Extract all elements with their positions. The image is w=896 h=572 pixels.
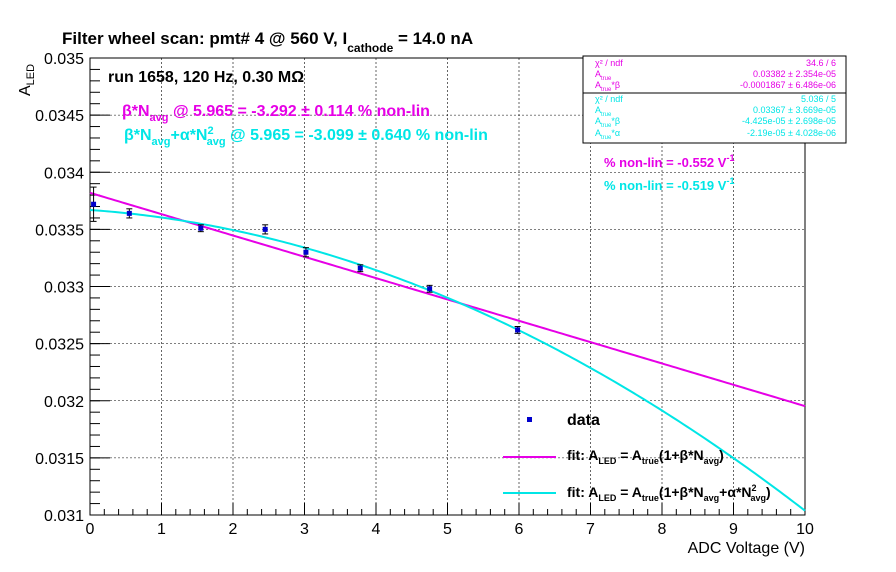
data-point xyxy=(302,247,309,258)
x-tick-label: 10 xyxy=(796,521,814,538)
stat2-label-atrue: Atrue xyxy=(595,105,612,118)
legend-data-label: data xyxy=(567,412,600,429)
x-tick-label: 4 xyxy=(372,521,381,538)
y-axis-label: ALED xyxy=(17,64,37,96)
y-tick-label: 0.031 xyxy=(44,508,84,525)
y-tick-label: 0.032 xyxy=(44,394,84,411)
data-point xyxy=(126,208,133,219)
data-marker xyxy=(198,225,204,231)
data-point xyxy=(197,224,204,233)
data-marker xyxy=(126,210,132,216)
y-tick-label: 0.035 xyxy=(44,51,84,68)
x-tick-label: 8 xyxy=(658,521,667,538)
x-tick-label: 5 xyxy=(443,521,452,538)
data-marker xyxy=(427,286,433,292)
y-tick-label: 0.033 xyxy=(44,280,84,297)
y-tick-label: 0.0325 xyxy=(35,337,84,354)
stat2-label-chi2: χ² / ndf xyxy=(595,94,623,104)
data-point xyxy=(357,264,364,273)
data-marker xyxy=(515,327,521,333)
stat2-value-alpha: -2.19e-05 ± 4.028e-06 xyxy=(747,128,836,138)
y-tick-label: 0.0345 xyxy=(35,108,84,125)
x-axis-label: ADC Voltage (V) xyxy=(688,540,805,557)
y-tick-label: 0.0335 xyxy=(35,222,84,239)
legend-data-marker xyxy=(527,417,532,422)
y-tick-labels: 0.031 0.0315 0.032 0.0325 0.033 0.0335 0.034 0.… xyxy=(35,51,84,525)
nonlin-linear-annotation: % non-lin = -0.552 V-1 xyxy=(604,153,734,170)
stat2-value-atrue: 0.03367 ± 3.669e-05 xyxy=(753,105,836,115)
data-point xyxy=(514,325,521,334)
stat1-value-atrue: 0.03382 ± 2.354e-05 xyxy=(753,69,836,79)
stat1-label-chi2: χ² / ndf xyxy=(595,58,623,68)
x-tick-label: 7 xyxy=(586,521,595,538)
x-tick-label: 0 xyxy=(86,521,95,538)
beta-nonlin-annotation: β*Navg @ 5.965 = -3.292 ± 0.114 % non-li… xyxy=(122,103,430,124)
run-label: run 1658, 120 Hz, 0.30 MΩ xyxy=(108,69,304,86)
data-point xyxy=(90,186,97,222)
legend: data fit: ALED = Atrue(1+β*Navg) fit: AL… xyxy=(503,412,771,503)
fit-linear-line xyxy=(89,191,806,408)
x-tick-label: 6 xyxy=(515,521,524,538)
stat1-value-chi2: 34.6 / 6 xyxy=(806,58,836,68)
x-tick-label: 9 xyxy=(729,521,738,538)
x-tick-label: 3 xyxy=(300,521,309,538)
data-marker xyxy=(357,265,363,271)
stat2-value-beta: -4.425e-05 ± 2.698e-05 xyxy=(742,116,836,126)
legend-fit-quadratic-label: fit: ALED = Atrue(1+β*Navg+α*N2 avg) xyxy=(567,483,771,503)
x-tick-label: 2 xyxy=(229,521,238,538)
y-tick-label: 0.034 xyxy=(44,165,84,182)
nonlin-quadratic-annotation: % non-lin = -0.519 V-1 xyxy=(604,176,734,193)
chart-title: Filter wheel scan: pmt# 4 @ 560 V, Icath… xyxy=(62,29,473,55)
stat2-value-chi2: 5.036 / 5 xyxy=(801,94,836,104)
fit-stats-box-linear: χ² / ndf 34.6 / 6 Atrue 0.03382 ± 2.354e… xyxy=(582,55,847,94)
data-point xyxy=(426,284,433,293)
stat1-value-beta: -0.0001867 ± 6.486e-06 xyxy=(740,80,836,90)
stat2-label-beta: Atrue*β xyxy=(595,116,620,129)
alpha-nonlin-annotation: β*Navg+α*N2 avg @ 5.965 = -3.099 ± 0.640 … xyxy=(124,125,488,148)
data-marker xyxy=(303,249,309,255)
data-points xyxy=(90,186,521,334)
stat1-label-atrue: Atrue xyxy=(595,69,612,82)
x-tick-label: 1 xyxy=(157,521,166,538)
y-tick-label: 0.0315 xyxy=(35,451,84,468)
data-point xyxy=(262,224,269,235)
grid-lines xyxy=(90,58,805,515)
stat2-label-alpha: Atrue*α xyxy=(595,128,620,141)
stat1-label-beta: Atrue*β xyxy=(595,80,620,93)
data-marker xyxy=(262,226,268,232)
x-tick-labels: 0 1 2 3 4 5 6 7 8 9 10 xyxy=(86,521,814,538)
legend-fit-linear-label: fit: ALED = Atrue(1+β*Navg) xyxy=(567,447,724,466)
data-marker xyxy=(91,201,97,207)
fit-quadratic-line xyxy=(89,208,806,512)
fit-stats-box-quadratic: χ² / ndf 5.036 / 5 Atrue 0.03367 ± 3.669… xyxy=(582,92,847,144)
